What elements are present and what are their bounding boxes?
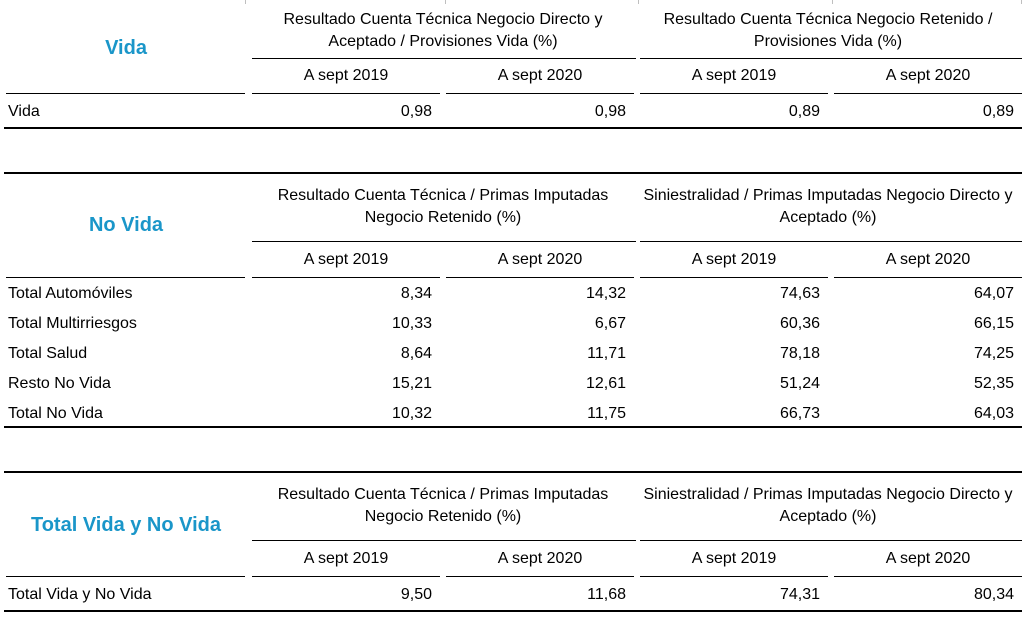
row-value: 64,07 xyxy=(973,285,1014,302)
grid-tick xyxy=(638,0,639,4)
total-bottom-rule xyxy=(4,610,1022,612)
row-value: 0,98 xyxy=(594,103,626,120)
vida-col-divider xyxy=(834,93,1022,94)
row-value: 66,73 xyxy=(779,405,820,422)
no-vida-col-divider xyxy=(834,277,1022,278)
row-value: 9,50 xyxy=(400,586,432,603)
total-col-divider xyxy=(834,576,1022,577)
vida-col-3: A sept 2019 xyxy=(691,67,777,84)
no-vida-col-divider xyxy=(6,277,245,278)
total-col-4: A sept 2020 xyxy=(885,550,971,567)
total-header-right: Siniestralidad / Primas Imputadas Negoci… xyxy=(643,486,1013,525)
row-label: Resto No Vida xyxy=(8,375,111,392)
no-vida-col-1: A sept 2019 xyxy=(303,251,389,268)
vida-header-divider xyxy=(640,58,1022,59)
row-label: Total Multirriesgos xyxy=(8,315,137,332)
vida-col-divider xyxy=(640,93,828,94)
vida-col-4: A sept 2020 xyxy=(885,67,971,84)
grid-tick xyxy=(832,0,833,4)
vida-header-divider xyxy=(252,58,636,59)
total-header-divider xyxy=(252,540,636,541)
row-value: 14,32 xyxy=(585,285,626,302)
row-value: 10,32 xyxy=(391,405,432,422)
vida-header-right: Resultado Cuenta Técnica Negocio Retenid… xyxy=(663,11,993,50)
row-value: 74,63 xyxy=(779,285,820,302)
total-col-divider xyxy=(252,576,440,577)
vida-bottom-rule xyxy=(4,127,1022,129)
row-value: 52,35 xyxy=(973,375,1014,392)
total-col-divider xyxy=(6,576,245,577)
no-vida-col-divider xyxy=(252,277,440,278)
row-label: Total Salud xyxy=(8,345,88,362)
row-value: 0,98 xyxy=(400,103,432,120)
total-col-divider xyxy=(446,576,634,577)
no-vida-title: No Vida xyxy=(88,214,164,236)
row-label: Total Automóviles xyxy=(8,285,133,302)
grid-tick xyxy=(445,0,446,4)
vida-col-1: A sept 2019 xyxy=(303,67,389,84)
row-value: 0,89 xyxy=(788,103,820,120)
no-vida-header-right: Siniestralidad / Primas Imputadas Negoci… xyxy=(643,187,1013,226)
total-header-divider xyxy=(640,540,1022,541)
total-header-left: Resultado Cuenta Técnica / Primas Imputa… xyxy=(277,486,609,525)
grid-tick xyxy=(245,0,246,4)
row-value: 11,68 xyxy=(587,586,626,603)
no-vida-col-2: A sept 2020 xyxy=(497,251,583,268)
total-col-divider xyxy=(640,576,828,577)
total-col-1: A sept 2019 xyxy=(303,550,389,567)
no-vida-header-divider xyxy=(252,241,636,242)
row-label: Total No Vida xyxy=(8,405,103,422)
row-label: Total Vida y No Vida xyxy=(8,586,152,603)
no-vida-col-divider xyxy=(640,277,828,278)
total-col-2: A sept 2020 xyxy=(497,550,583,567)
vida-col-divider xyxy=(6,93,245,94)
row-value: 80,34 xyxy=(973,586,1014,603)
row-value: 60,36 xyxy=(779,315,820,332)
total-title: Total Vida y No Vida xyxy=(30,514,222,536)
row-value: 8,34 xyxy=(400,285,432,302)
vida-title: Vida xyxy=(105,37,147,59)
vida-col-2: A sept 2020 xyxy=(497,67,583,84)
row-value: 11,71 xyxy=(587,345,626,362)
vida-header-left: Resultado Cuenta Técnica Negocio Directo… xyxy=(283,11,603,50)
vida-col-divider xyxy=(252,93,440,94)
row-value: 64,03 xyxy=(973,405,1014,422)
row-value: 78,18 xyxy=(779,345,820,362)
no-vida-header-divider xyxy=(640,241,1022,242)
row-value: 6,67 xyxy=(594,315,626,332)
row-value: 0,89 xyxy=(982,103,1014,120)
row-value: 51,24 xyxy=(779,375,820,392)
row-label: Vida xyxy=(8,103,40,120)
row-value: 15,21 xyxy=(391,375,432,392)
row-value: 11,75 xyxy=(587,405,626,422)
grid-tick xyxy=(1021,0,1022,4)
no-vida-col-4: A sept 2020 xyxy=(885,251,971,268)
no-vida-header-left: Resultado Cuenta Técnica / Primas Imputa… xyxy=(277,187,609,226)
row-value: 74,25 xyxy=(973,345,1014,362)
total-col-3: A sept 2019 xyxy=(691,550,777,567)
total-top-rule xyxy=(4,471,1022,473)
no-vida-col-divider xyxy=(446,277,634,278)
row-value: 66,15 xyxy=(973,315,1014,332)
row-value: 10,33 xyxy=(391,315,432,332)
no-vida-col-3: A sept 2019 xyxy=(691,251,777,268)
no-vida-bottom-rule xyxy=(4,426,1022,428)
no-vida-top-rule xyxy=(4,172,1022,174)
vida-col-divider xyxy=(446,93,634,94)
row-value: 8,64 xyxy=(400,345,432,362)
row-value: 12,61 xyxy=(585,375,626,392)
row-value: 74,31 xyxy=(779,586,820,603)
